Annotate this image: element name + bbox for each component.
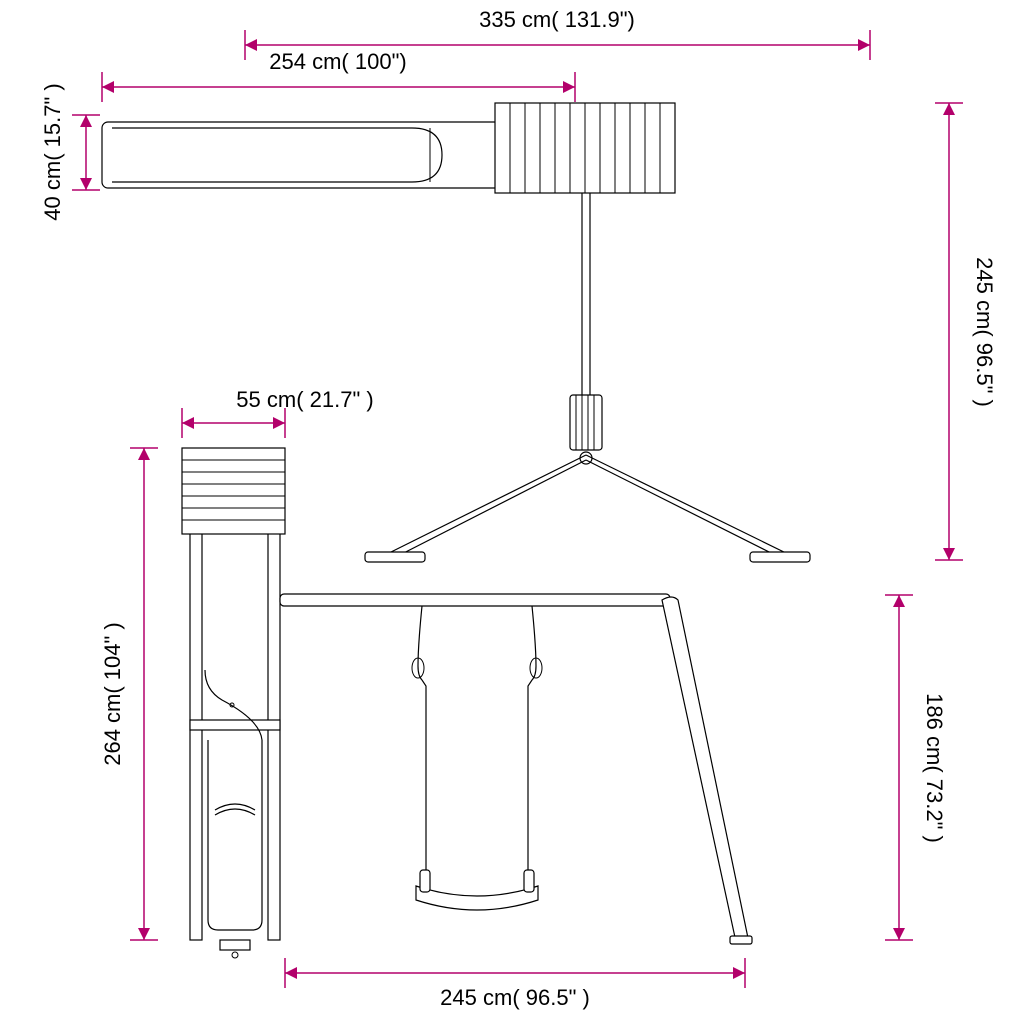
side-view xyxy=(182,448,752,958)
dim-label-roof-55: 55 cm( 21.7" ) xyxy=(236,387,373,412)
dim-left-264: 264 cm( 104" ) xyxy=(100,448,158,940)
diagram-canvas: 335 cm( 131.9") 254 cm( 100") 40 cm( 15.… xyxy=(0,0,1024,1024)
dim-left-40: 40 cm( 15.7" ) xyxy=(40,83,100,220)
dim-top-inner: 254 cm( 100") xyxy=(102,49,575,102)
dim-right-186: 186 cm( 73.2" ) xyxy=(885,595,947,940)
dim-label-right-245: 245 cm( 96.5" ) xyxy=(972,257,997,407)
slide-side xyxy=(205,670,262,930)
dim-label-right-186: 186 cm( 73.2" ) xyxy=(922,693,947,843)
swing xyxy=(412,606,542,910)
dim-roof-55: 55 cm( 21.7" ) xyxy=(182,387,374,438)
a-frame-top xyxy=(365,452,810,562)
dim-label-left-40: 40 cm( 15.7" ) xyxy=(40,83,65,220)
dim-label-bottom-245: 245 cm( 96.5" ) xyxy=(440,985,590,1010)
dim-bottom-245: 245 cm( 96.5" ) xyxy=(285,958,745,1010)
dim-label-left-264: 264 cm( 104" ) xyxy=(100,622,125,766)
roof-side xyxy=(182,448,285,534)
dim-right-245: 245 cm( 96.5" ) xyxy=(935,103,997,560)
platform-top xyxy=(495,103,675,193)
dim-label-overall-width: 335 cm( 131.9") xyxy=(479,7,635,32)
dim-label-inner-width: 254 cm( 100") xyxy=(269,49,406,74)
